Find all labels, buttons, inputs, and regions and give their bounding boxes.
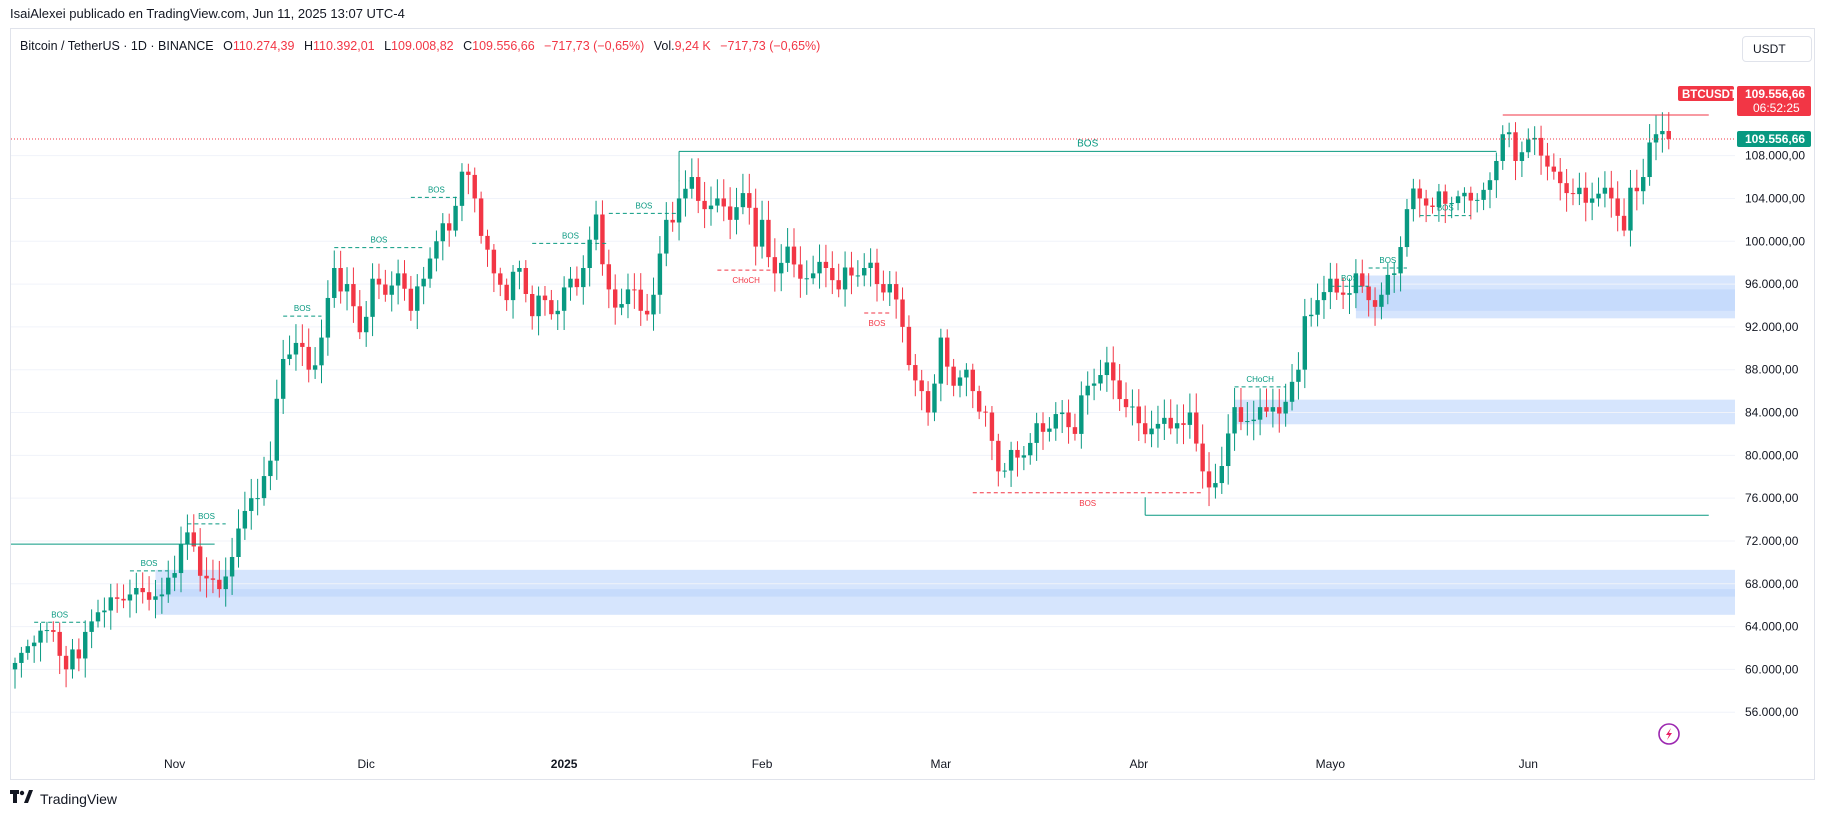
legend-volume-label: Vol. [653, 39, 675, 53]
publisher-line: IsaiAlexei publicado en TradingView.com,… [10, 6, 405, 21]
footer-brand[interactable]: TradingView [10, 790, 117, 807]
legend-low-label: L [384, 39, 392, 53]
tradingview-logo-icon [10, 790, 34, 807]
chart-frame[interactable] [10, 28, 1815, 780]
legend-close: 109.556,66 [472, 39, 535, 53]
legend-high: 110.392,01 [312, 39, 375, 53]
legend-open: 110.274,39 [232, 39, 295, 53]
footer-brand-text: TradingView [40, 790, 118, 807]
legend-open-label: O [223, 39, 233, 53]
legend-symbol[interactable]: Bitcoin / TetherUS · 1D · BINANCE [20, 39, 214, 53]
legend: Bitcoin / TetherUS · 1D · BINANCE O110.2… [20, 39, 820, 53]
legend-volume: 9,24 K [674, 39, 711, 53]
legend-low: 109.008,82 [391, 39, 454, 53]
legend-change: −717,73 (−0,65%) [544, 39, 645, 53]
legend-close-label: C [463, 39, 473, 53]
legend-volume-change: −717,73 (−0,65%) [720, 39, 821, 53]
legend-high-label: H [303, 39, 313, 53]
currency-button[interactable]: USDT [1742, 36, 1812, 62]
